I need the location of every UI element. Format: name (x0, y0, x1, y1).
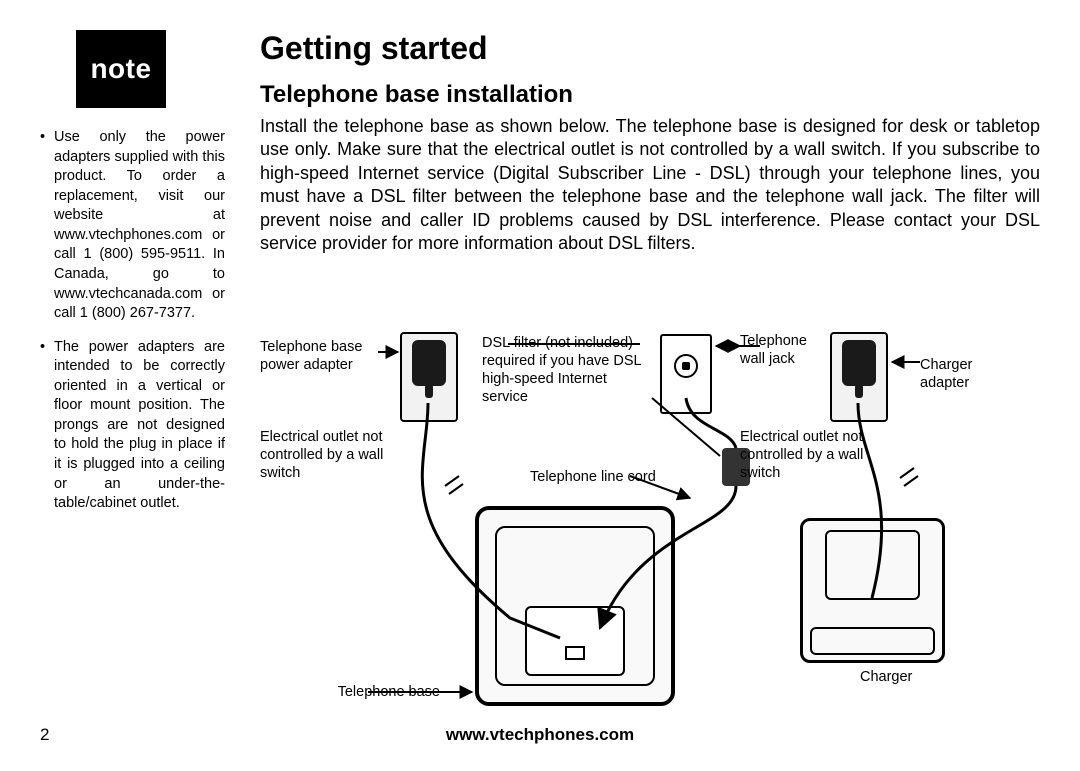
page-heading: Getting started (260, 30, 1040, 67)
label-dsl-filter: DSL filter (not included) required if yo… (482, 334, 652, 407)
label-line-cord: Telephone line cord (530, 468, 680, 486)
label-charger: Charger (860, 668, 940, 686)
label-telephone-base: Telephone base (310, 683, 440, 701)
footer-url: www.vtechphones.com (40, 725, 1040, 745)
manual-page: note Use only the power adapters supplie… (40, 30, 1040, 741)
installation-diagram: Telephone base power adapter Electrical … (260, 328, 1040, 708)
note-item: The power adapters are intended to be co… (40, 338, 225, 514)
section-heading: Telephone base installation (260, 81, 1040, 109)
label-outlet-left: Electrical outlet not controlled by a wa… (260, 428, 400, 482)
label-base-power-adapter: Telephone base power adapter (260, 338, 390, 374)
label-outlet-right: Electrical outlet not controlled by a wa… (740, 428, 870, 482)
note-list: Use only the power adapters supplied wit… (40, 128, 225, 528)
telephone-wall-jack-icon (660, 334, 712, 414)
note-item: Use only the power adapters supplied wit… (40, 128, 225, 324)
main-column: Getting started Telephone base installat… (260, 30, 1040, 255)
electrical-outlet-right-icon (830, 332, 888, 422)
label-charger-adapter: Charger adapter (920, 356, 1000, 392)
charger-icon (800, 518, 945, 663)
electrical-outlet-left-icon (400, 332, 458, 422)
body-paragraph: Install the telephone base as shown belo… (260, 115, 1040, 255)
label-wall-jack: Telephone wall jack (740, 332, 820, 368)
note-badge: note (76, 30, 166, 108)
telephone-base-icon (475, 506, 675, 706)
